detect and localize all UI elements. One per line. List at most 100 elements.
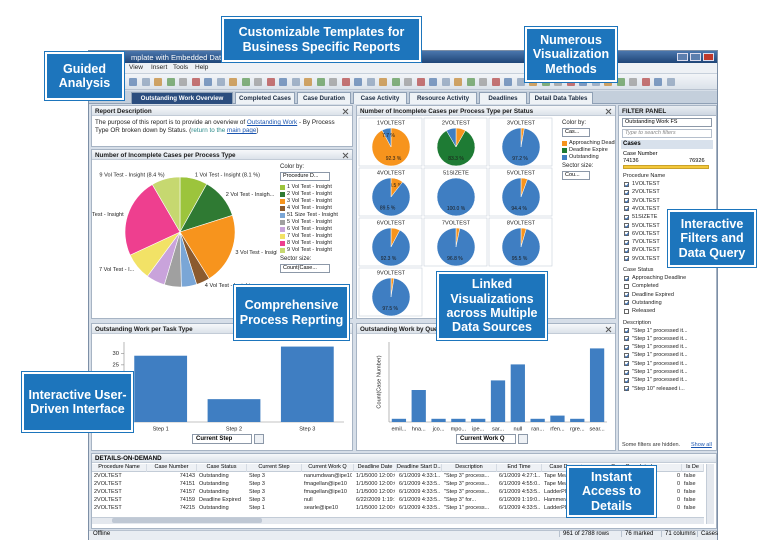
tab[interactable]: Resource Activity	[409, 92, 477, 104]
checkbox[interactable]	[624, 247, 629, 253]
toolbar-icon[interactable]	[654, 78, 662, 86]
column-header[interactable]: Case Status	[197, 464, 247, 472]
toolbar-icon[interactable]	[466, 78, 475, 86]
toolbar-icon[interactable]	[666, 78, 675, 86]
scroll-thumb[interactable]	[112, 518, 262, 523]
toolbar-icon[interactable]	[204, 78, 212, 86]
column-header[interactable]: Case Number	[147, 464, 197, 472]
toolbar-icon[interactable]	[229, 78, 237, 86]
column-header[interactable]: Is De	[682, 464, 704, 472]
toolbar-icon[interactable]	[416, 78, 425, 86]
checkbox[interactable]	[624, 336, 629, 342]
dropdown[interactable]: Outstanding Work FS	[622, 118, 712, 127]
checkbox[interactable]	[624, 386, 629, 392]
link[interactable]: main page	[226, 127, 257, 134]
column-header[interactable]: Deadline Date	[354, 464, 397, 472]
toolbar-icon[interactable]	[354, 78, 362, 86]
search-box[interactable]: Type to search filters	[622, 129, 712, 138]
checkbox[interactable]	[624, 377, 629, 383]
x-axis-selector[interactable]: Current Work Q	[456, 434, 516, 444]
checkbox[interactable]	[624, 344, 629, 350]
checkbox[interactable]	[624, 275, 629, 281]
menu-item[interactable]: Tools	[173, 64, 189, 71]
checkbox[interactable]	[624, 300, 629, 306]
toolbar-icon[interactable]	[391, 78, 400, 86]
toolbar-icon[interactable]	[179, 78, 187, 86]
checkbox[interactable]	[624, 361, 629, 367]
toolbar-icon[interactable]	[379, 78, 387, 86]
column-header[interactable]: Current Step	[247, 464, 302, 472]
toolbar-icon[interactable]	[604, 78, 612, 86]
toolbar-icon[interactable]	[266, 78, 275, 86]
menu-item[interactable]: View	[129, 64, 143, 71]
scrollbar[interactable]	[92, 517, 704, 524]
dropdown[interactable]: Procedure D...	[280, 172, 330, 181]
toolbar-icon[interactable]	[316, 78, 325, 86]
link[interactable]: Show all	[691, 442, 712, 448]
range-slider[interactable]	[623, 165, 709, 169]
toolbar-icon[interactable]	[454, 78, 462, 86]
checkbox[interactable]	[624, 308, 629, 314]
checkbox[interactable]	[624, 256, 629, 262]
checkbox[interactable]	[624, 328, 629, 333]
dropdown[interactable]: Cou...	[562, 171, 590, 180]
toolbar-icon[interactable]	[529, 78, 537, 86]
scrollbar[interactable]	[706, 464, 714, 524]
toolbar-icon[interactable]	[341, 78, 350, 86]
checkbox[interactable]	[624, 283, 629, 289]
toolbar-icon[interactable]	[441, 78, 450, 86]
toolbar-icon[interactable]	[616, 78, 625, 86]
toolbar-icon[interactable]	[629, 78, 637, 86]
dropdown[interactable]: Count(Case...	[280, 264, 330, 273]
toolbar-icon[interactable]	[554, 78, 562, 86]
tab[interactable]: Deadlines	[479, 92, 527, 104]
selector-button[interactable]	[254, 434, 264, 444]
tab[interactable]: Case Duration	[297, 92, 351, 104]
link[interactable]: Outstanding Work	[246, 119, 298, 126]
toolbar-icon[interactable]	[129, 78, 137, 86]
checkbox[interactable]	[624, 292, 629, 298]
tab[interactable]: Case Activity	[353, 92, 407, 104]
toolbar-icon[interactable]	[254, 78, 262, 86]
toolbar-icon[interactable]	[241, 78, 250, 86]
column-header[interactable]: Current Work Q	[302, 464, 354, 472]
checkbox[interactable]	[624, 352, 629, 358]
toolbar-icon[interactable]	[191, 78, 200, 86]
toolbar-icon[interactable]	[304, 78, 312, 86]
x-axis-selector[interactable]: Current Step	[192, 434, 252, 444]
toolbar-icon[interactable]	[579, 78, 587, 86]
tab[interactable]: Detail Data Tables	[529, 92, 593, 104]
checkbox[interactable]	[624, 223, 629, 228]
menu-item[interactable]: Help	[195, 64, 209, 71]
checkbox[interactable]	[624, 239, 629, 245]
checkbox[interactable]	[624, 369, 629, 375]
checkbox[interactable]	[624, 189, 629, 195]
toolbar-icon[interactable]	[329, 78, 337, 86]
column-header[interactable]: Deadline Start D...	[397, 464, 442, 472]
toolbar-icon[interactable]	[541, 78, 550, 86]
checkbox[interactable]	[624, 231, 629, 237]
window-control[interactable]	[690, 53, 701, 61]
checkbox[interactable]	[624, 214, 629, 220]
window-control[interactable]	[677, 53, 688, 61]
toolbar-icon[interactable]	[279, 78, 287, 86]
dropdown[interactable]: Cas...	[562, 128, 590, 137]
toolbar-icon[interactable]	[154, 78, 162, 86]
toolbar-icon[interactable]	[479, 78, 487, 86]
checkbox[interactable]	[624, 206, 629, 212]
toolbar-icon[interactable]	[429, 78, 437, 86]
checkbox[interactable]	[624, 198, 629, 204]
selector-button[interactable]	[518, 434, 528, 444]
column-header[interactable]: Description	[442, 464, 497, 472]
toolbar-icon[interactable]	[641, 78, 650, 86]
toolbar-icon[interactable]	[504, 78, 512, 86]
tab[interactable]: Outstanding Work Overview	[131, 92, 233, 104]
window-control[interactable]	[703, 53, 714, 61]
toolbar-icon[interactable]	[291, 78, 300, 86]
toolbar-icon[interactable]	[491, 78, 500, 86]
toolbar-icon[interactable]	[404, 78, 412, 86]
toolbar-icon[interactable]	[366, 78, 375, 86]
column-header[interactable]: End Time	[497, 464, 542, 472]
toolbar-icon[interactable]	[216, 78, 225, 86]
toolbar-icon[interactable]	[166, 78, 175, 86]
